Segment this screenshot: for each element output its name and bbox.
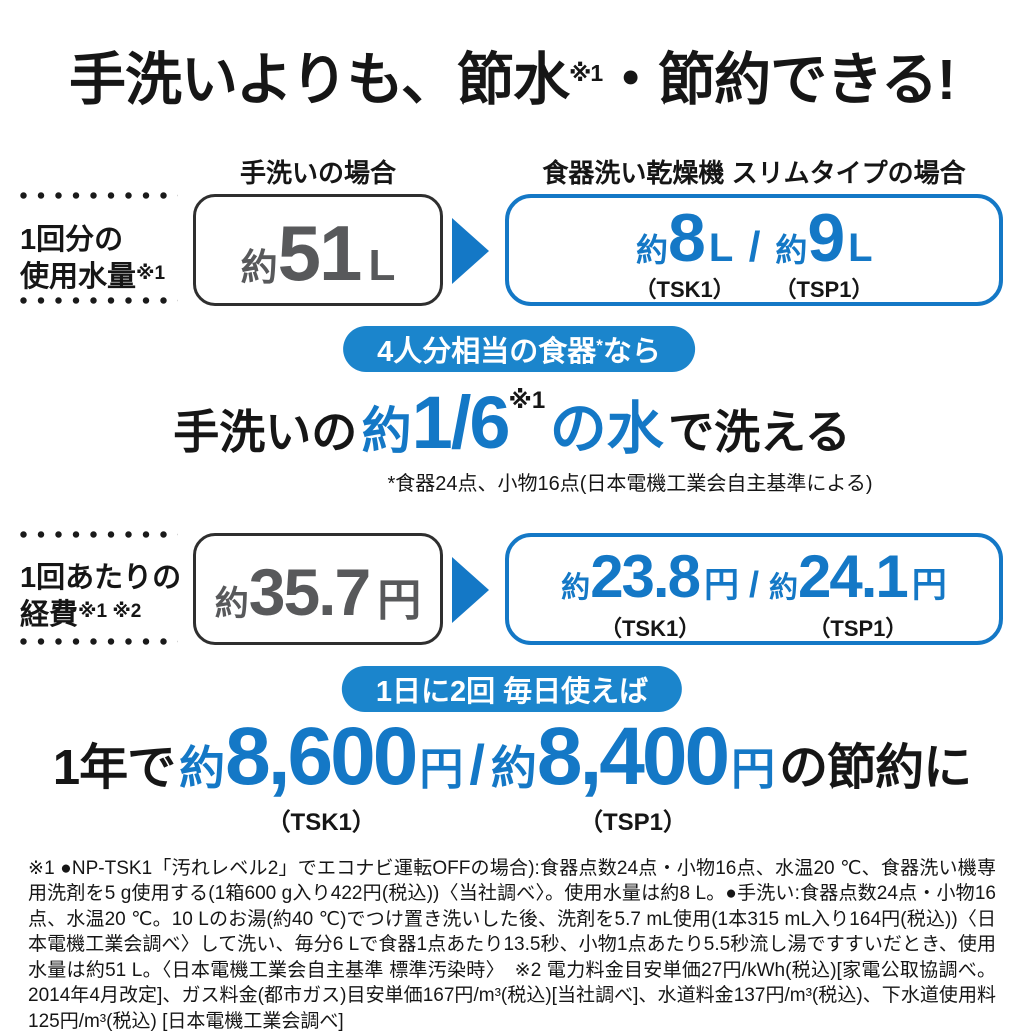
tsk1-cost-line: 約 23.8 円 [561,541,739,613]
tsk1-water-value: 8 [668,200,706,276]
tsk1-water-group: 約 8 L （TSK1） [635,202,735,304]
dotted-rule [20,638,178,645]
approx-prefix: 約 [561,572,591,604]
handwash-column-header: 手洗いの場合 [239,158,396,188]
cost-label-line2: 経費 [20,599,79,632]
footnotes-block: ※1 ●NP-TSK1「汚れレベル2」でエコナビ運転OFFの場合):食器点数24… [28,858,996,1032]
tsk1-savings-value: 8,600 [225,711,418,802]
dishwasher-water-box: 約 8 L （TSK1） / 約 9 L （TSP1） [505,194,1003,306]
dish-count-footnote: *食器24点、小物16点(日本電機工業会自主基準による) [387,473,873,495]
approx-prefix: 約 [490,742,537,794]
dotted-rule [20,192,178,199]
four-person-badge: 4人分相当の食器*なら [343,326,695,372]
tsp1-savings-value: 8,400 [536,711,730,802]
slash-separator: / [748,564,759,605]
tsp1-savings-line: 約 8,400 円 [491,714,775,800]
cost-row-label: 1回あたりの 経費※1 ※2 [20,560,190,634]
badge1-main: 4人分相当の食器 [377,336,597,368]
tsk1-savings-group: 約 8,600 円 （TSK1） [179,714,463,837]
tsp1-model-label: （TSP1） [808,616,908,641]
water-unit: L [368,241,396,290]
badge2-text: 1日に2回 毎日使えば [375,676,649,708]
approx-prefix: 約 [769,572,799,604]
badge1-asterisk: * [596,336,603,355]
title-text: 手洗いよりも、節水 [68,48,570,112]
tsp1-model-label: （TSP1） [578,809,688,836]
dotted-rule [20,297,178,304]
statement2-black-pre: 1年で [52,741,176,795]
tsp1-water-value: 9 [807,200,845,276]
badge1-text: 4人分相当の食器*なら [377,328,661,370]
approx-prefix: 約 [240,247,278,288]
badge1-tail: なら [602,336,661,368]
yen-unit: 円 [703,566,739,605]
statement1-black-post: で洗える [668,406,851,458]
dishwasher-column-header: 食器洗い乾燥機 スリムタイプの場合 [542,158,966,188]
tsk1-cost-group: 約 23.8 円 （TSK1） [561,541,739,643]
arrow-right-icon [452,218,489,284]
approx-prefix: 約 [179,742,226,794]
one-sixth-statement: 手洗いの 約1/6※1 の水 で洗える [0,380,1024,465]
title-footnote-mark: ※1 [569,60,603,86]
water-usage-row-label: 1回分の 使用水量※1 [20,222,190,296]
annual-savings-statement: 1年で 約 8,600 円 （TSK1） / 約 8,400 円 （TSP1） … [0,714,1024,837]
page-title: 手洗いよりも、節水※1・節約できる! [0,34,1024,116]
statement2-black-post: の節約に [779,741,972,795]
statement1-footnote-mark: ※1 [508,387,546,414]
tsk1-cost-value: 23.8 [590,543,701,610]
yen-unit: 円 [377,576,422,625]
title-text-tail: ・節約できる! [602,48,956,112]
yen-unit: 円 [419,745,464,794]
tsp1-model-label: （TSP1） [774,277,874,302]
approx-prefix: 約 [636,232,669,268]
cost-label-footnote-marks: ※1 ※2 [78,601,142,623]
tsk1-model-label: （TSK1） [266,809,376,836]
yen-unit: 円 [731,745,776,794]
tsk1-water-line: 約 8 L [635,202,735,274]
tsp1-savings-group: 約 8,400 円 （TSP1） [491,714,775,837]
approx-prefix: 約 [214,585,249,623]
tsk1-savings-line: 約 8,600 円 [179,714,463,800]
water-unit: L [848,226,873,270]
handwash-cost-value: 35.7 [248,555,371,629]
twice-daily-badge: 1日に2回 毎日使えば [341,666,683,712]
handwash-water-box: 約 51 L [193,194,443,306]
statement1-approx: 約 [361,403,412,459]
dotted-rule [20,531,178,538]
handwash-water-value: 51 [277,209,363,297]
approx-prefix: 約 [775,232,808,268]
tsp1-cost-value: 24.1 [798,543,909,610]
slash-separator: / [748,223,761,270]
tsp1-cost-group: 約 24.1 円 （TSP1） [769,541,947,643]
handwash-cost-box: 約 35.7 円 [193,533,443,645]
water-label-line1: 1回分の [20,224,124,256]
water-unit: L [708,226,734,270]
yen-unit: 円 [911,566,947,605]
statement1-black-pre: 手洗いの [173,406,358,458]
water-label-line2: 使用水量 [20,261,137,294]
one-sixth-value: 1/6 [411,381,511,464]
tsk1-model-label: （TSK1） [634,277,735,302]
tsp1-water-line: 約 9 L [774,202,873,274]
dishwasher-cost-box: 約 23.8 円 （TSK1） / 約 24.1 円 （TSP1） [505,533,1003,645]
slash-separator: / [469,733,485,796]
tsp1-cost-line: 約 24.1 円 [769,541,947,613]
cost-label-line1: 1回あたりの [20,562,182,594]
tsp1-water-group: 約 9 L （TSP1） [774,202,873,304]
tsk1-model-label: （TSK1） [599,616,701,641]
water-label-footnote-mark: ※1 [136,263,166,285]
arrow-right-icon [452,557,489,623]
statement1-blue-post: の水 [549,397,664,461]
